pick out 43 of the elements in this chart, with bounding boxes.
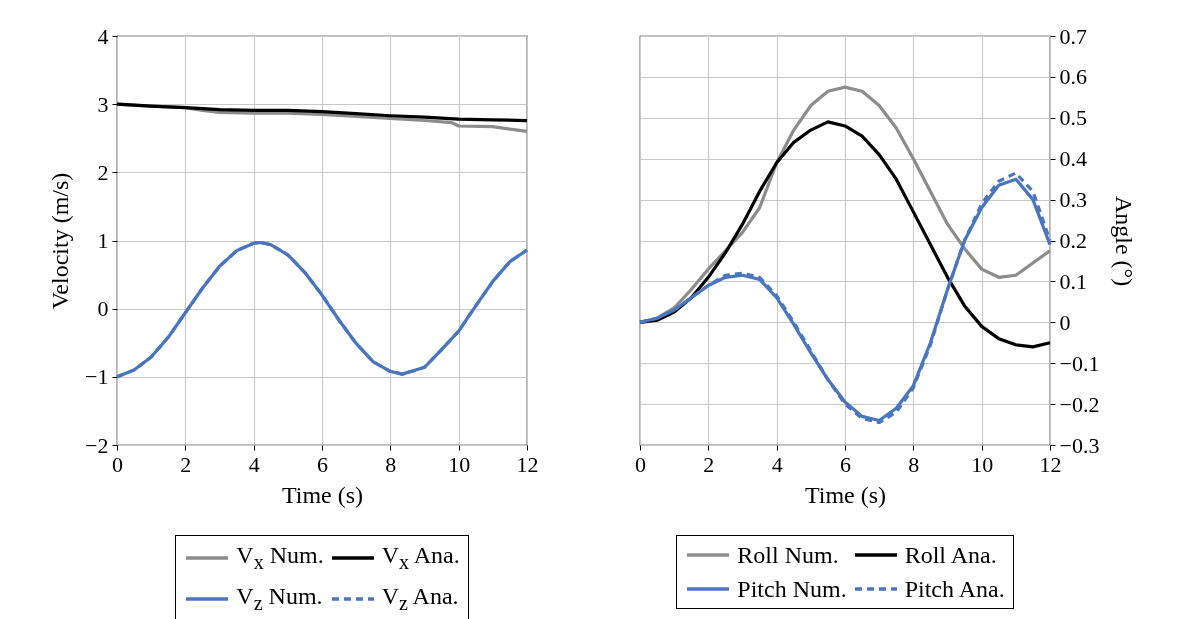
x-tick-label: 6 bbox=[840, 451, 851, 477]
y-tick-label: −1 bbox=[85, 364, 109, 390]
x-tick-label: 6 bbox=[317, 451, 328, 477]
y2-tick-label: −0.1 bbox=[1059, 350, 1100, 376]
y-tick-label: −2 bbox=[85, 432, 109, 458]
y-tick-label: 2 bbox=[97, 159, 109, 185]
y2-tick-label: 0.4 bbox=[1059, 146, 1087, 172]
legend-label: Pitch Ana. bbox=[904, 575, 1005, 604]
x-tick-label: 4 bbox=[771, 451, 783, 477]
y2-tick-label: 0.2 bbox=[1059, 228, 1087, 253]
y-tick-label: 3 bbox=[97, 91, 109, 117]
y2-tick-label: 0.3 bbox=[1059, 187, 1087, 213]
x-tick-label: 10 bbox=[971, 451, 994, 477]
x-axis-title: Time (s) bbox=[804, 481, 887, 508]
y2-tick-label: −0.3 bbox=[1059, 432, 1100, 458]
y2-tick-label: 0.5 bbox=[1059, 105, 1087, 131]
y2-tick-label: −0.2 bbox=[1059, 391, 1100, 417]
x-tick-label: 0 bbox=[635, 451, 646, 477]
legend-label: Pitch Num. bbox=[737, 575, 847, 604]
y-tick-label: 4 bbox=[97, 23, 109, 49]
x-tick-label: 2 bbox=[180, 451, 192, 477]
legend-label: Roll Ana. bbox=[904, 541, 997, 570]
x-tick-label: 12 bbox=[516, 451, 539, 477]
legend-label: V$_{z}$ Ana. bbox=[381, 581, 459, 616]
legend-label: V$_{x}$ Ana. bbox=[381, 541, 460, 575]
x-tick-label: 8 bbox=[908, 451, 920, 477]
x-tick-label: 4 bbox=[248, 451, 260, 477]
y2-tick-label: 0.1 bbox=[1059, 268, 1087, 294]
y2-tick-label: 0.7 bbox=[1059, 23, 1087, 49]
x-tick-label: 2 bbox=[703, 451, 715, 477]
x-tick-label: 12 bbox=[1039, 451, 1062, 477]
y2-axis-title: Angle (°) bbox=[1111, 195, 1138, 287]
y2-tick-label: 0 bbox=[1059, 309, 1071, 335]
legend-label: Roll Num. bbox=[737, 541, 839, 570]
x-tick-label: 8 bbox=[385, 451, 397, 477]
x-tick-label: 10 bbox=[448, 451, 471, 477]
y-axis-title: Velocity (m/s) bbox=[47, 172, 74, 310]
y-tick-label: 0 bbox=[97, 296, 109, 322]
y2-tick-label: 0.6 bbox=[1059, 64, 1087, 90]
legend-label: V$_{x}$ Num. bbox=[236, 541, 324, 575]
legend-label: V$_{z}$ Num. bbox=[236, 581, 323, 616]
x-axis-title: Time (s) bbox=[281, 481, 364, 508]
y-tick-label: 1 bbox=[97, 228, 109, 253]
